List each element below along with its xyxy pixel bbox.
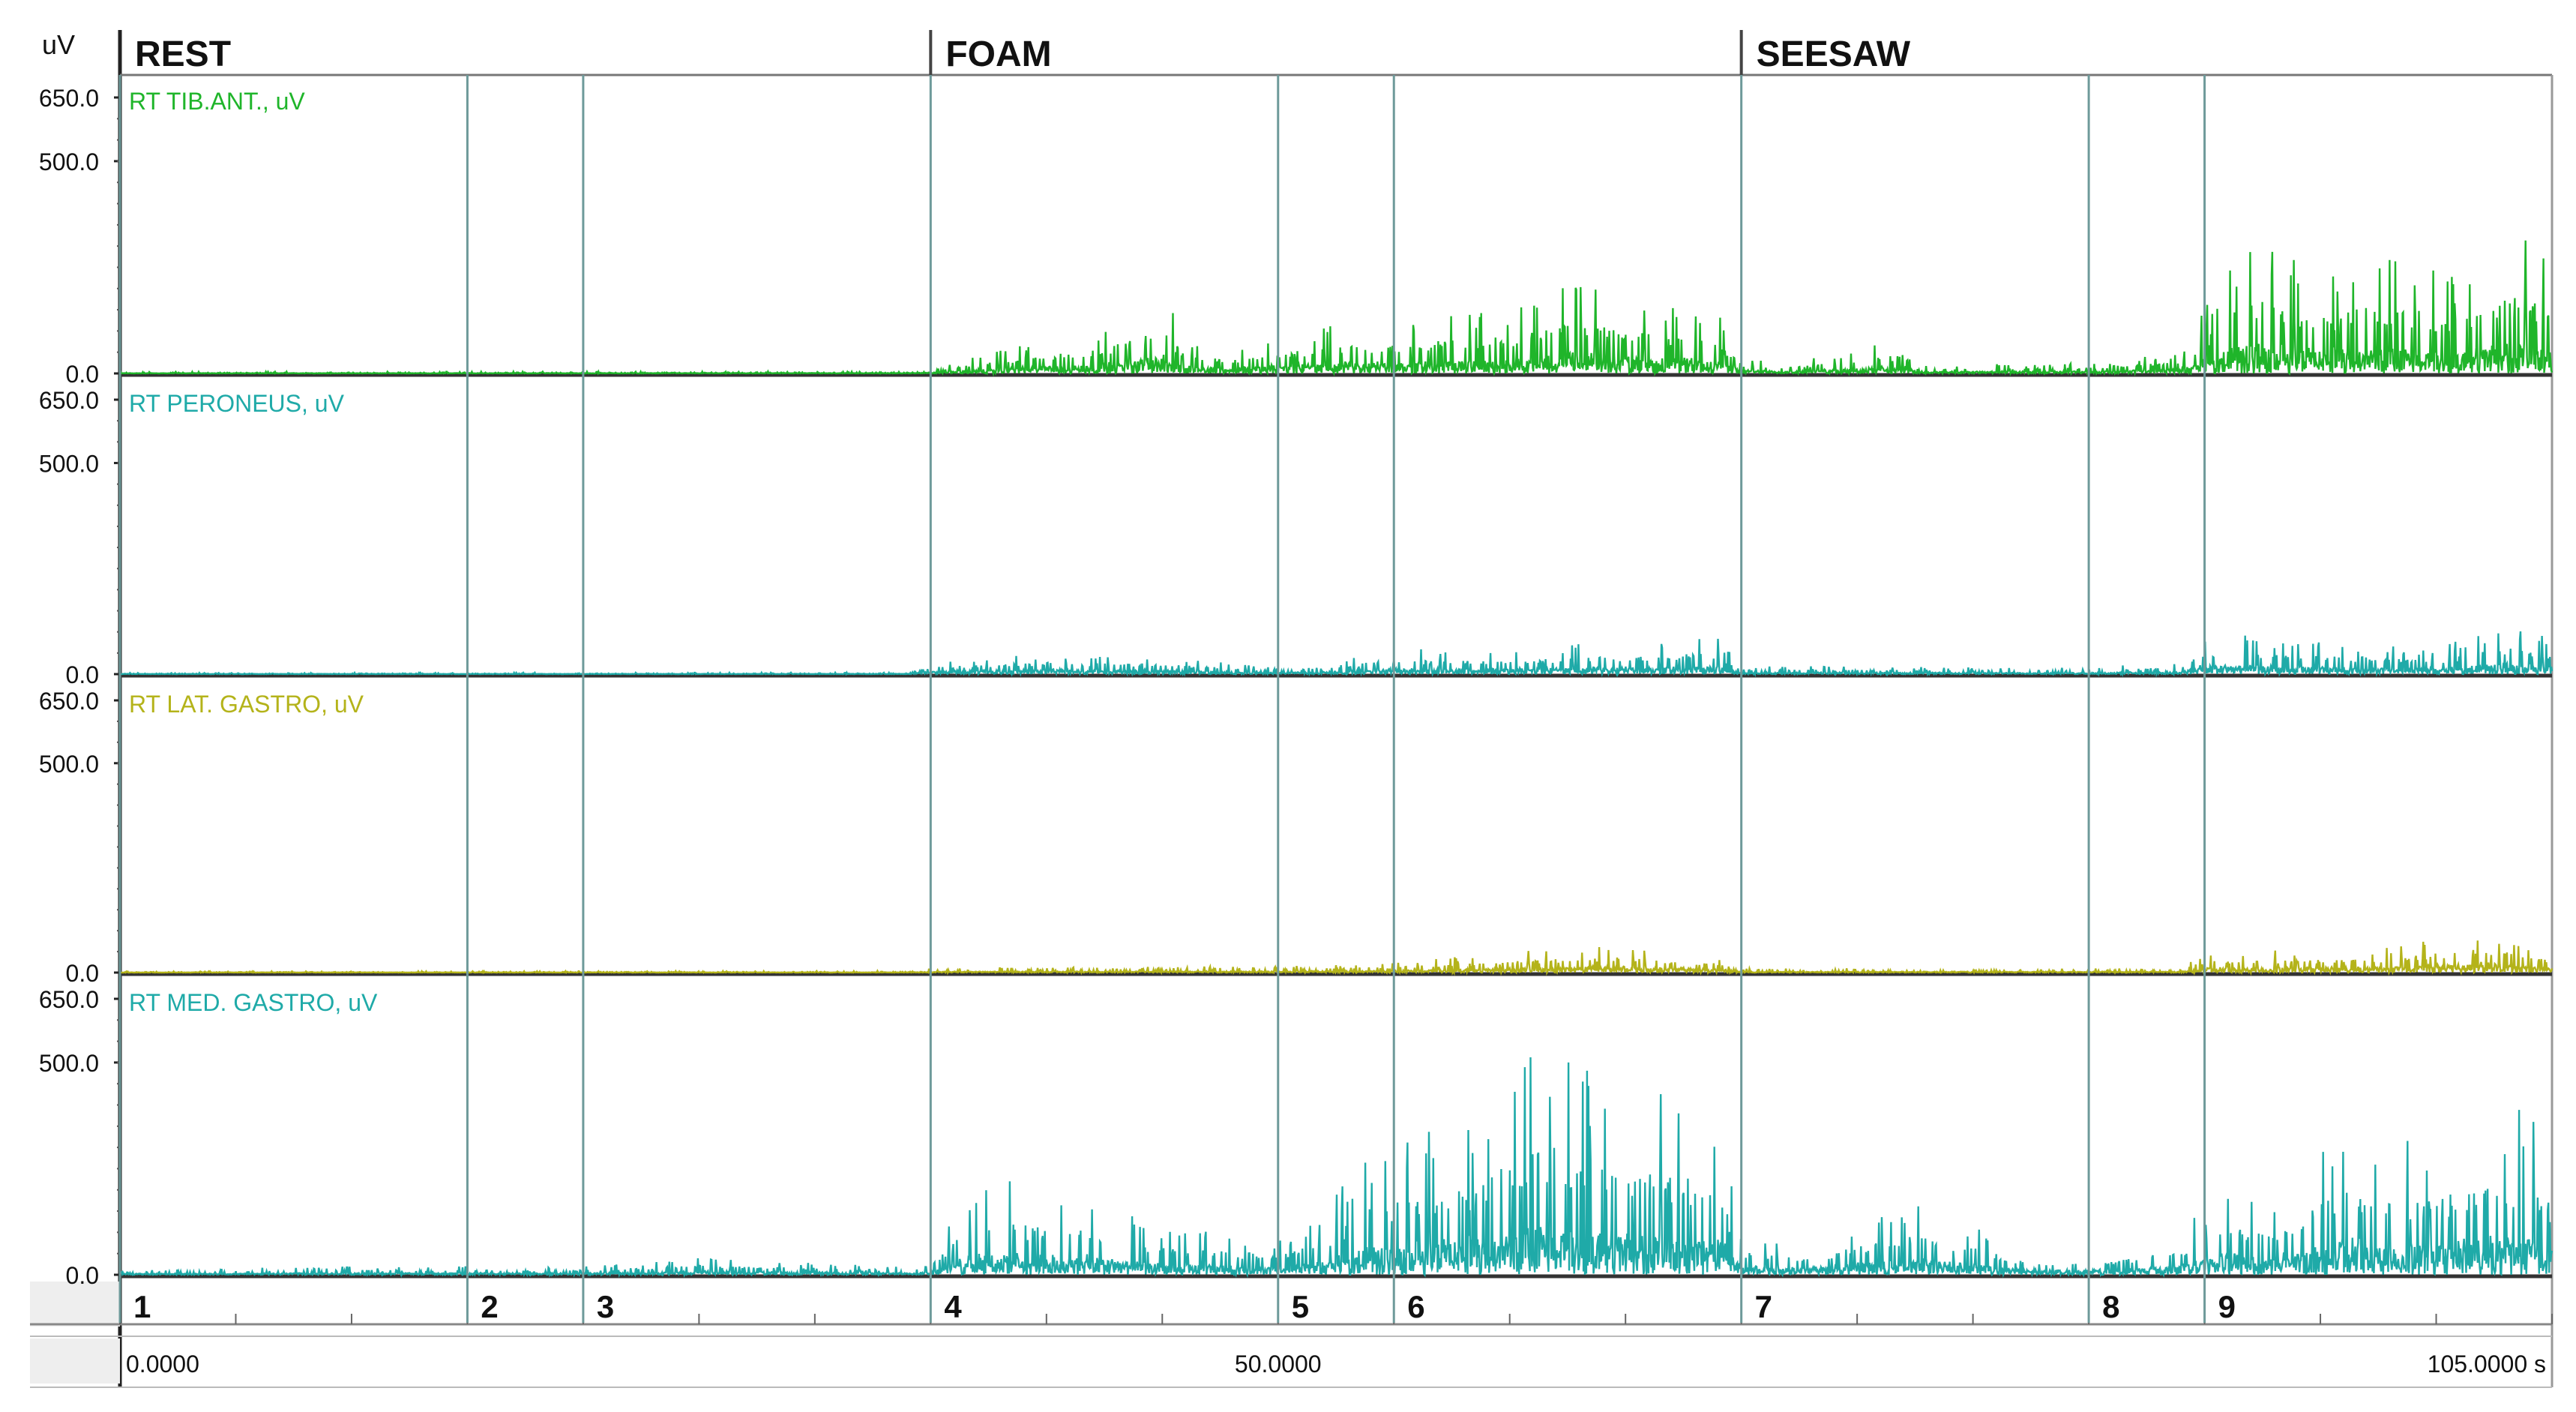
unit-label: uV	[42, 29, 75, 60]
y-tick-label: 0.0	[66, 960, 99, 987]
segment-label: SEESAW	[1757, 34, 1911, 74]
marker-number: 2	[481, 1289, 498, 1324]
channel-label: RT TIB.ANT., uV	[129, 88, 305, 115]
y-tick-label: 0.0	[66, 361, 99, 388]
marker-number: 9	[2218, 1289, 2236, 1324]
y-tick-label: 500.0	[39, 148, 99, 175]
y-tick-label: 650.0	[39, 85, 99, 112]
channel-label: RT PERONEUS, uV	[129, 390, 345, 417]
emg-trace	[118, 1057, 2554, 1279]
marker-number: 6	[1407, 1289, 1424, 1324]
x-tick-label: 105.0000 s	[2428, 1351, 2546, 1378]
marker-number: 7	[1755, 1289, 1772, 1324]
segment-label: FOAM	[945, 34, 1051, 74]
marker-number: 5	[1292, 1289, 1309, 1324]
y-tick-label: 0.0	[66, 661, 99, 688]
time-strip-gutter	[30, 1339, 120, 1384]
segment-label: REST	[135, 34, 231, 74]
emg-trace	[118, 240, 2554, 377]
marker-number: 3	[597, 1289, 614, 1324]
marker-number: 1	[133, 1289, 151, 1324]
y-tick-label: 650.0	[39, 986, 99, 1013]
marker-strip-gutter	[30, 1282, 120, 1327]
channel-label: RT LAT. GASTRO, uV	[129, 691, 364, 718]
marker-number: 8	[2102, 1289, 2119, 1324]
x-tick-label: 0.0000	[126, 1351, 199, 1378]
marker-number: 4	[944, 1289, 962, 1324]
x-tick-label: 50.0000	[1235, 1351, 1322, 1378]
y-tick-label: 0.0	[66, 1262, 99, 1289]
channel-label: RT MED. GASTRO, uV	[129, 989, 378, 1016]
y-tick-label: 500.0	[39, 1050, 99, 1077]
emg-trace	[119, 940, 2554, 976]
y-tick-label: 500.0	[39, 450, 99, 477]
emg-trace	[119, 631, 2554, 678]
y-tick-label: 650.0	[39, 688, 99, 715]
y-tick-label: 650.0	[39, 387, 99, 414]
y-tick-label: 500.0	[39, 751, 99, 778]
